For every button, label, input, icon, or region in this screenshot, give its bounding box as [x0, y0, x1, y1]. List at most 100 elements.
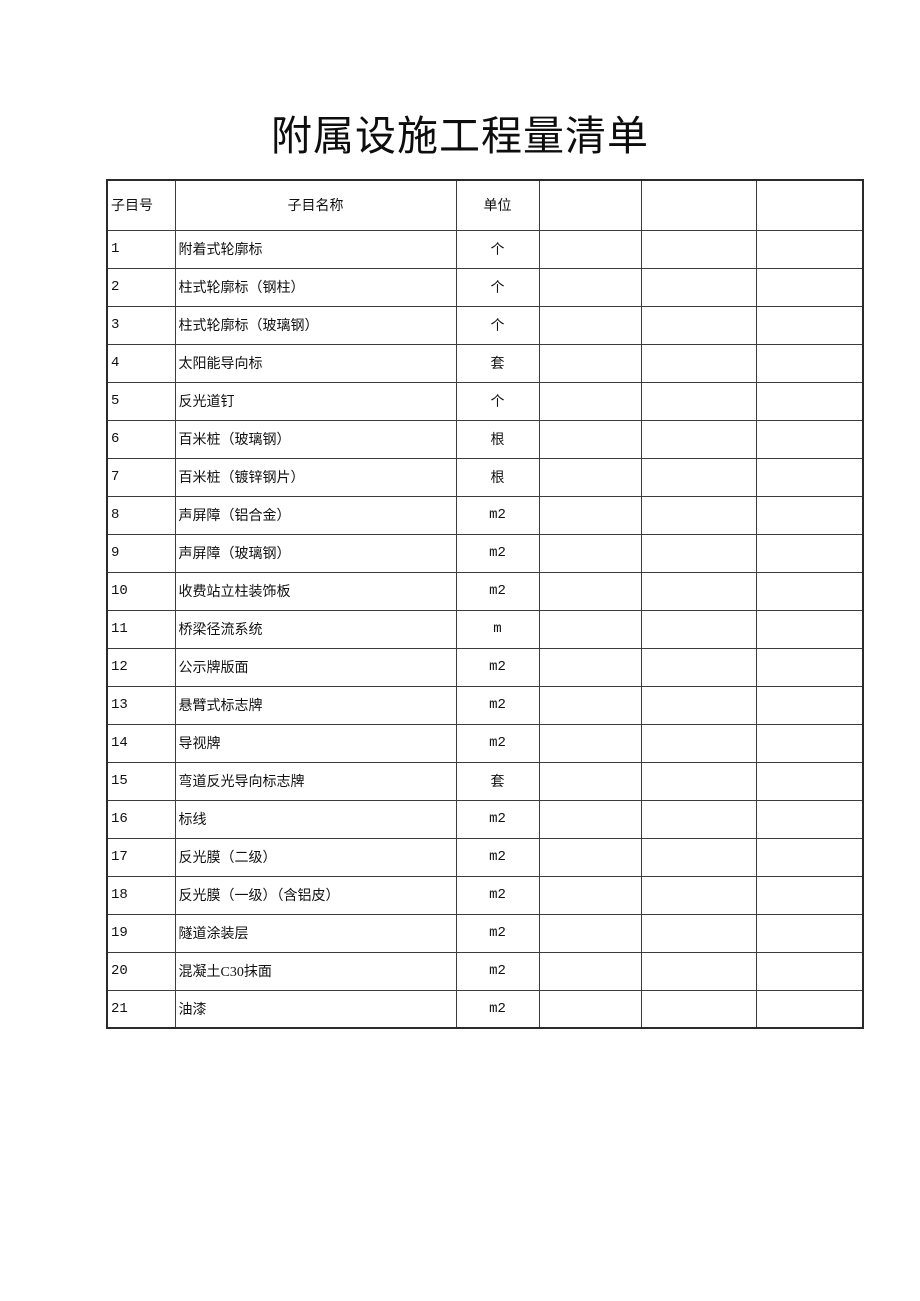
cell-item-name: 混凝土C30抹面 — [174, 951, 457, 991]
cell-empty-1 — [538, 419, 642, 459]
cell-item-no: 11 — [106, 609, 176, 649]
cell-empty-3 — [755, 381, 864, 421]
cell-unit: m — [455, 609, 540, 649]
cell-empty-3 — [755, 913, 864, 953]
column-header-empty-2 — [640, 179, 757, 231]
table-body: 1 附着式轮廓标个 2 柱式轮廓标（钢柱）个 3 柱式轮廓标（玻璃钢）个 4 太阳能导向标套 5… — [106, 229, 864, 1029]
cell-empty-2 — [640, 875, 757, 915]
cell-item-no: 10 — [106, 571, 176, 611]
cell-empty-1 — [538, 799, 642, 839]
table-row: 13 悬臂式标志牌 m2 — [106, 685, 864, 725]
cell-unit: m2 — [455, 913, 540, 953]
cell-unit: m2 — [455, 989, 540, 1029]
cell-unit: 套 — [455, 343, 540, 383]
table-row: 6 百米桩（玻璃钢）根 — [106, 419, 864, 459]
cell-empty-3 — [755, 533, 864, 573]
column-header-empty-1 — [538, 179, 642, 231]
cell-item-name: 附着式轮廓标 — [174, 229, 457, 269]
cell-item-name: 反光膜（一级）（含铝皮） — [174, 875, 457, 915]
cell-empty-1 — [538, 875, 642, 915]
table-row: 14 导视牌 m2 — [106, 723, 864, 763]
cell-unit: m2 — [455, 799, 540, 839]
cell-item-no: 3 — [106, 305, 176, 345]
cell-unit: 个 — [455, 267, 540, 307]
table-row: 9 声屏障（玻璃钢） m2 — [106, 533, 864, 573]
cell-unit: m2 — [455, 685, 540, 725]
column-header-item-no: 子目号 — [106, 179, 176, 231]
cell-empty-2 — [640, 457, 757, 497]
cell-empty-2 — [640, 305, 757, 345]
column-header-item-name: 子目名称 — [174, 179, 457, 231]
cell-empty-1 — [538, 533, 642, 573]
cell-unit: m2 — [455, 837, 540, 877]
cell-empty-1 — [538, 381, 642, 421]
table-row: 21 油漆 m2 — [106, 989, 864, 1029]
cell-item-name: 隧道涂装层 — [174, 913, 457, 953]
cell-empty-1 — [538, 685, 642, 725]
table-row: 8 声屏障（铝合金） m2 — [106, 495, 864, 535]
cell-item-no: 14 — [106, 723, 176, 763]
cell-empty-3 — [755, 267, 864, 307]
cell-empty-3 — [755, 419, 864, 459]
table-header: 子目号 子目名称 单位 — [106, 179, 864, 231]
cell-empty-2 — [640, 267, 757, 307]
cell-item-no: 19 — [106, 913, 176, 953]
cell-empty-2 — [640, 837, 757, 877]
cell-item-name: 反光道钉 — [174, 381, 457, 421]
cell-item-name: 柱式轮廓标（钢柱） — [174, 267, 457, 307]
cell-item-no: 2 — [106, 267, 176, 307]
cell-item-name: 油漆 — [174, 989, 457, 1029]
cell-empty-1 — [538, 647, 642, 687]
table-row: 16 标线 m2 — [106, 799, 864, 839]
cell-empty-3 — [755, 951, 864, 991]
cell-unit: m2 — [455, 533, 540, 573]
page-title: 附属设施工程量清单 — [271, 113, 649, 159]
cell-empty-2 — [640, 343, 757, 383]
cell-item-name: 百米桩（镀锌钢片） — [174, 457, 457, 497]
table-row: 10 收费站立柱装饰板 m2 — [106, 571, 864, 611]
cell-item-name: 收费站立柱装饰板 — [174, 571, 457, 611]
cell-empty-2 — [640, 609, 757, 649]
cell-item-no: 8 — [106, 495, 176, 535]
cell-item-no: 6 — [106, 419, 176, 459]
cell-item-no: 21 — [106, 989, 176, 1029]
table-row: 19 隧道涂装层 m2 — [106, 913, 864, 953]
cell-empty-2 — [640, 571, 757, 611]
cell-unit: 个 — [455, 305, 540, 345]
cell-empty-1 — [538, 761, 642, 801]
cell-empty-3 — [755, 685, 864, 725]
cell-item-name: 柱式轮廓标（玻璃钢） — [174, 305, 457, 345]
cell-empty-2 — [640, 951, 757, 991]
cell-item-name: 桥梁径流系统 — [174, 609, 457, 649]
table-row: 3 柱式轮廓标（玻璃钢）个 — [106, 305, 864, 345]
cell-item-no: 15 — [106, 761, 176, 801]
cell-empty-3 — [755, 837, 864, 877]
cell-unit: m2 — [455, 647, 540, 687]
cell-item-name: 百米桩（玻璃钢） — [174, 419, 457, 459]
cell-empty-1 — [538, 267, 642, 307]
cell-empty-2 — [640, 723, 757, 763]
cell-unit: 根 — [455, 419, 540, 459]
cell-empty-1 — [538, 305, 642, 345]
cell-item-name: 声屏障（铝合金） — [174, 495, 457, 535]
table-row: 20 混凝土C30抹面 m2 — [106, 951, 864, 991]
cell-item-no: 18 — [106, 875, 176, 915]
cell-unit: 根 — [455, 457, 540, 497]
cell-empty-3 — [755, 875, 864, 915]
cell-empty-2 — [640, 419, 757, 459]
cell-item-name: 公示牌版面 — [174, 647, 457, 687]
cell-empty-3 — [755, 495, 864, 535]
cell-item-name: 悬臂式标志牌 — [174, 685, 457, 725]
cell-empty-2 — [640, 229, 757, 269]
cell-empty-3 — [755, 305, 864, 345]
cell-empty-3 — [755, 609, 864, 649]
cell-empty-2 — [640, 761, 757, 801]
cell-item-name: 声屏障（玻璃钢） — [174, 533, 457, 573]
cell-empty-1 — [538, 571, 642, 611]
cell-empty-1 — [538, 837, 642, 877]
cell-item-no: 9 — [106, 533, 176, 573]
cell-empty-3 — [755, 761, 864, 801]
table-row: 5 反光道钉个 — [106, 381, 864, 421]
cell-item-name: 反光膜（二级） — [174, 837, 457, 877]
cell-empty-3 — [755, 989, 864, 1029]
